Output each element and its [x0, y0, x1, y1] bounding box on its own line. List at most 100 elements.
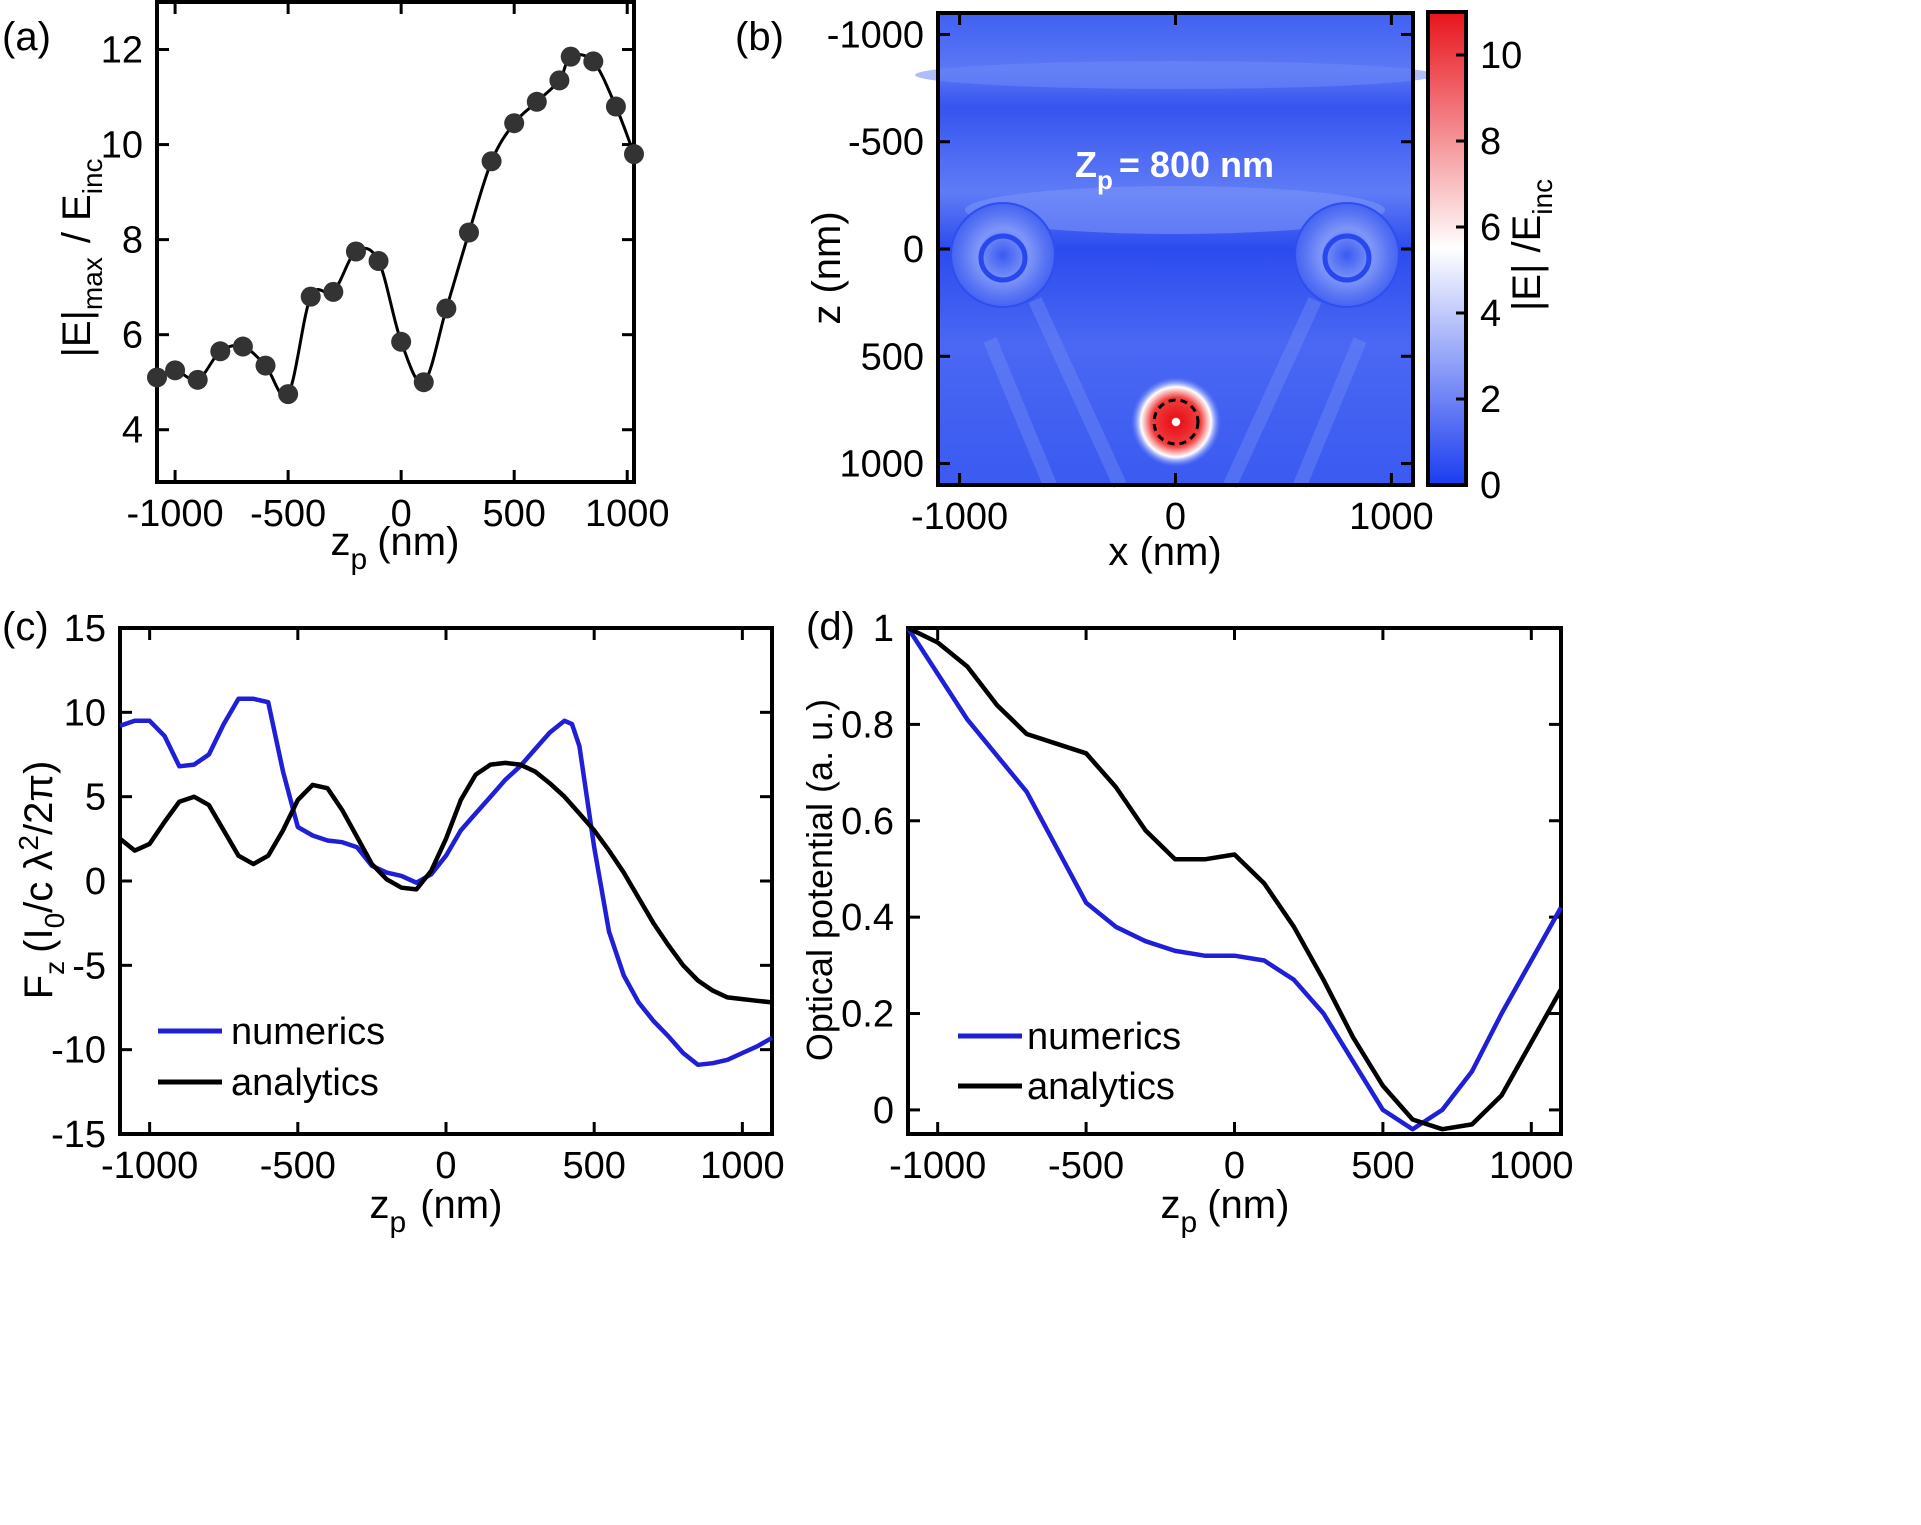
- y-tick-label: 4: [122, 410, 143, 452]
- x-tick-label: 500: [482, 493, 545, 535]
- panel-c-ticks: -1000 -500 0 500 1000 -15 -10 -5 0 5 10 15: [51, 608, 785, 1187]
- panel-b-label: (b): [735, 15, 784, 59]
- colorbar-tick-label: 0: [1480, 465, 1501, 507]
- data-point: [583, 51, 604, 72]
- y-tick-label: 8: [122, 220, 143, 262]
- y-tick-label: -5: [72, 945, 106, 987]
- panel-a-ylabel: |E|max/ Einc: [55, 158, 108, 357]
- y-tick-label: 0: [873, 1090, 894, 1132]
- x-tick-label: 0: [1165, 496, 1186, 538]
- panel-a-frame: [155, 0, 636, 484]
- y-tick-label: -15: [51, 1114, 106, 1156]
- y-tick-label: 15: [64, 608, 106, 650]
- x-tick-label: 1000: [1489, 1145, 1574, 1187]
- panel-d-series: [906, 625, 1563, 1132]
- heatmap-lobe: [965, 186, 1385, 234]
- panel-d-legend: numerics analytics: [958, 1016, 1181, 1108]
- legend-label-numerics-d: numerics: [1027, 1016, 1181, 1058]
- data-point: [278, 384, 299, 405]
- data-point: [165, 360, 186, 381]
- panel-a-ticks: -1000 -500 0 500 1000 4 6 8 10 12: [101, 2, 670, 535]
- series-line-analytics: [118, 760, 773, 1005]
- panel-c-ylabel: Fz(I0/c λ2/2π): [13, 761, 70, 1000]
- data-point: [413, 372, 434, 393]
- data-point: [323, 281, 344, 302]
- data-point: [560, 46, 581, 67]
- sphere-left: [950, 202, 1056, 308]
- heatmap-rays: [983, 297, 1367, 488]
- series-line-numerics: [119, 696, 774, 1068]
- y-tick-label: 0: [85, 861, 106, 903]
- x-tick-label: 1000: [1349, 496, 1434, 538]
- x-tick-label: -1000: [126, 493, 223, 535]
- x-tick-label: 0: [435, 1145, 456, 1187]
- particle-center: [1172, 418, 1180, 426]
- x-tick-label: 1000: [585, 493, 670, 535]
- panel-a: (a) -1000 -500 0 500 1000 4 6 8 10 12 zp (nm) |E|m…: [2, 0, 670, 576]
- panel-b: (b) -1000 0 1000 -1000 -500 0 500 1000 Zp = 800 …: [735, 10, 1558, 574]
- y-tick-label: 0.8: [841, 704, 894, 746]
- colorbar-tick-label: 4: [1480, 293, 1501, 335]
- data-point: [232, 336, 253, 357]
- x-tick-label: 500: [1351, 1145, 1414, 1187]
- data-point: [526, 91, 547, 112]
- panel-d-ylabel: Optical potential (a. u.): [799, 699, 840, 1061]
- panel-c: (c) -1000 -500 0 500 1000 -15 -10 -5 0 5 10 15 nume…: [2, 605, 785, 1239]
- x-tick-label: -500: [250, 493, 326, 535]
- series-line-numerics: [906, 626, 1563, 1132]
- panel-d: (d) -1000 -500 0 500 1000 0 0.2 0.4 0.6 0.8 1 nume…: [799, 605, 1574, 1239]
- series-line-analytics: [907, 625, 1563, 1132]
- data-point: [549, 70, 570, 91]
- colorbar-tick-label: 6: [1480, 207, 1501, 249]
- panel-c-legend: numerics analytics: [158, 1011, 385, 1104]
- panel-c-label: (c): [2, 605, 49, 649]
- data-point: [605, 96, 626, 117]
- panel-a-xlabel: zp (nm): [331, 520, 460, 576]
- legend-label-analytics: analytics: [231, 1062, 379, 1104]
- sphere-left-ring: [978, 233, 1028, 283]
- y-tick-label: 10: [101, 125, 143, 167]
- panel-c-series: [118, 696, 774, 1068]
- y-tick-label: 0: [903, 229, 924, 271]
- y-tick-label: 0.4: [841, 897, 894, 939]
- panel-d-ticks: -1000 -500 0 500 1000 0 0.2 0.4 0.6 0.8 1: [841, 608, 1573, 1187]
- data-point: [458, 222, 479, 243]
- y-tick-label: -500: [848, 122, 924, 164]
- sphere-right: [1294, 202, 1400, 308]
- y-tick-label: 10: [64, 692, 106, 734]
- colorbar-tick-label: 2: [1480, 379, 1501, 421]
- x-tick-label: -500: [1048, 1145, 1124, 1187]
- panel-b-ticks: -1000 0 1000 -1000 -500 0 500 1000: [827, 13, 1434, 538]
- panel-c-frame: [118, 626, 774, 1136]
- panel-a-label: (a): [2, 15, 51, 59]
- panel-a-markers: [147, 46, 644, 405]
- legend-label-analytics-d: analytics: [1027, 1066, 1175, 1108]
- data-point: [391, 331, 412, 352]
- y-tick-label: 12: [101, 30, 143, 72]
- data-point: [255, 355, 276, 376]
- data-point: [300, 286, 321, 307]
- data-point: [436, 298, 457, 319]
- colorbar-ticks: 0 2 4 6 8 10: [1456, 35, 1522, 507]
- y-tick-label: 0.2: [841, 994, 894, 1036]
- colorbar-label: |E| /Einc: [1505, 179, 1558, 311]
- data-point: [504, 113, 525, 134]
- data-point: [624, 144, 644, 165]
- data-point: [210, 341, 231, 362]
- x-tick-label: -500: [260, 1145, 336, 1187]
- sphere-right-ring: [1322, 233, 1372, 283]
- data-point: [481, 151, 502, 172]
- data-point: [147, 367, 167, 388]
- panel-b-annotation: Zp = 800 nm: [1075, 144, 1274, 195]
- panel-b-xlabel: x (nm): [1108, 530, 1221, 574]
- x-tick-label: -1000: [889, 1145, 986, 1187]
- data-point: [187, 369, 208, 390]
- panel-d-frame: [906, 626, 1563, 1136]
- panel-c-xlabel: zp (nm): [370, 1183, 503, 1239]
- data-point: [345, 241, 366, 262]
- x-tick-label: 0: [1224, 1145, 1245, 1187]
- x-tick-label: -1000: [101, 1145, 198, 1187]
- heatmap-field: [915, 13, 1435, 488]
- y-tick-label: 5: [85, 777, 106, 819]
